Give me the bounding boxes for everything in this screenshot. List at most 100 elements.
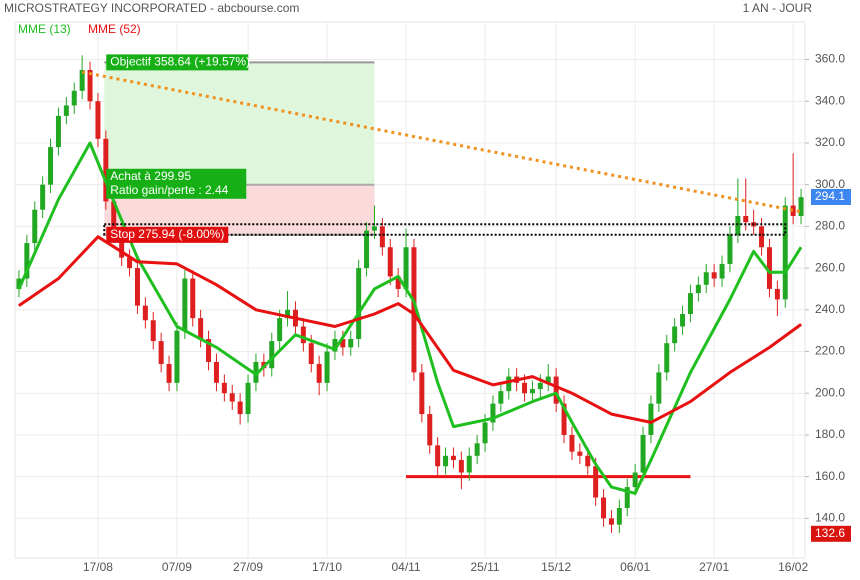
target-label-box [106, 54, 249, 71]
x-tick-label: 17/08 [83, 560, 113, 574]
candle-body [371, 226, 377, 231]
candle-body [458, 459, 464, 473]
candle-body [616, 507, 622, 525]
target-zone [104, 62, 375, 185]
candle-body [40, 184, 46, 210]
candle-body [735, 215, 741, 235]
price-tag: 294.1 [815, 189, 845, 203]
legend-label: MME (13) [18, 22, 71, 36]
candle-body [277, 318, 283, 342]
candle-body [759, 226, 765, 248]
chart-title: MICROSTRATEGY INCORPORATED - abcbourse.c… [4, 1, 299, 15]
candle-body [308, 343, 314, 365]
candle-body [593, 466, 599, 498]
y-tick-label: 220.0 [815, 344, 845, 358]
candle-body [174, 330, 180, 383]
candle-body [316, 364, 322, 383]
x-tick-label: 27/09 [233, 560, 263, 574]
candle-body [403, 247, 409, 289]
candle-body [711, 272, 717, 279]
candle-body [134, 268, 140, 306]
candle-body [798, 197, 804, 216]
candle-body [632, 472, 638, 488]
y-tick-label: 200.0 [815, 385, 845, 399]
candle-body [427, 414, 433, 446]
price-tag-box [811, 188, 851, 205]
candle-body [95, 101, 101, 139]
candle-body [87, 69, 93, 102]
candle-body [506, 376, 512, 392]
candle-body [561, 403, 567, 435]
candle-body [16, 278, 22, 289]
candle-body [190, 278, 196, 319]
candle-body [624, 487, 630, 508]
candle-body [395, 276, 401, 289]
y-tick-label: 340.0 [815, 93, 845, 107]
candle-body [774, 288, 780, 300]
candle-body [656, 372, 662, 404]
range-box [103, 223, 787, 236]
y-tick-label: 300.0 [815, 177, 845, 191]
candle-body [269, 341, 275, 369]
candle-body [198, 318, 204, 340]
stop-label: Stop 275.94 (-8.00%) [110, 227, 224, 241]
candle-body [790, 205, 796, 216]
candle-body [640, 434, 646, 473]
candle-body [545, 376, 551, 383]
candle-body [435, 445, 441, 467]
plot-frame [14, 21, 806, 559]
y-tick-label: 260.0 [815, 260, 845, 274]
candle-body [766, 247, 772, 289]
candle-body [253, 361, 259, 383]
candle-body [79, 69, 85, 91]
candle-body [111, 201, 117, 235]
candle-body [664, 343, 670, 373]
candle-body [529, 389, 535, 394]
candle-body [348, 339, 354, 348]
candle-body [490, 403, 496, 423]
candle-body [340, 339, 346, 348]
legend-label: MME (52) [88, 22, 141, 36]
y-tick-label: 160.0 [815, 469, 845, 483]
y-tick-label: 180.0 [815, 427, 845, 441]
candle-body [569, 434, 575, 452]
candle-body [119, 234, 125, 258]
candle-body [245, 382, 251, 415]
candle-body [703, 272, 709, 285]
candle-body [206, 339, 212, 362]
y-tick-label: 280.0 [815, 219, 845, 233]
candle-body [71, 90, 77, 106]
candle-body [419, 372, 425, 415]
candle-body [229, 393, 235, 402]
candle-body [482, 422, 488, 444]
entry-label-box [106, 168, 247, 199]
candle-body [300, 326, 306, 344]
candle-body [553, 376, 559, 404]
candle-body [55, 115, 61, 148]
candle-body [24, 243, 30, 279]
x-tick-label: 06/01 [620, 560, 650, 574]
candle-body [719, 263, 725, 279]
candle-body [522, 382, 528, 394]
price-tag: 132.6 [815, 526, 845, 540]
candle-body [687, 293, 693, 314]
candle-body [648, 403, 654, 435]
x-tick-label: 16/02 [778, 560, 808, 574]
candle-body [387, 247, 393, 277]
y-tick-label: 320.0 [815, 135, 845, 149]
candle-body [237, 401, 243, 415]
candle-body [498, 391, 504, 404]
moving-average [17, 141, 803, 495]
candle-body [213, 361, 219, 383]
candle-body [585, 455, 591, 467]
candle-body [537, 382, 543, 390]
y-tick-label: 240.0 [815, 302, 845, 316]
x-tick-label: 07/09 [162, 560, 192, 574]
candle-body [142, 305, 148, 321]
candle-body [443, 455, 449, 467]
y-tick-label: 360.0 [815, 52, 845, 66]
target-label: Objectif 358.64 (+19.57%) [110, 55, 250, 69]
candle-body [332, 339, 338, 352]
candle-body [379, 226, 385, 248]
candle-body [695, 284, 701, 294]
